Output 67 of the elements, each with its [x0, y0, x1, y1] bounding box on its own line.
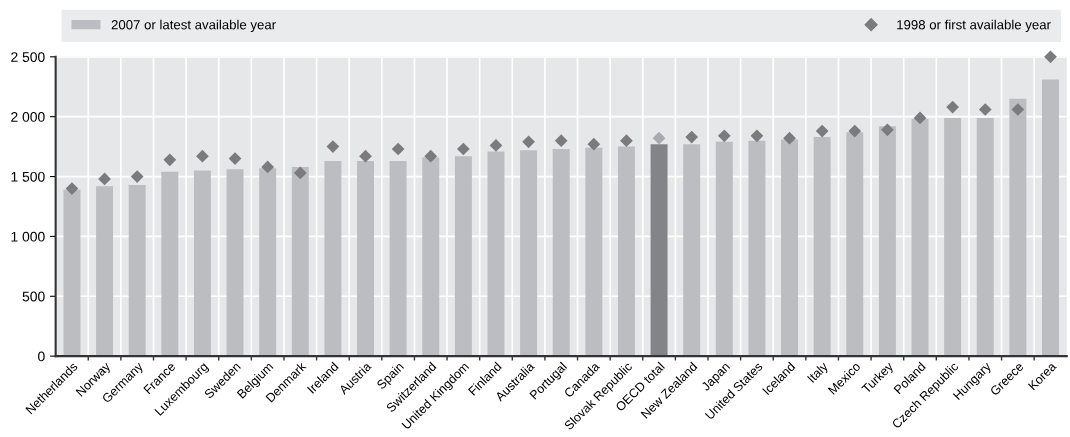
point	[130, 170, 144, 183]
point	[913, 111, 927, 125]
bar	[585, 147, 603, 357]
point	[554, 134, 568, 147]
bar	[911, 119, 929, 357]
bar	[226, 169, 244, 357]
point	[685, 130, 699, 144]
bar	[1042, 79, 1059, 357]
bar	[63, 189, 81, 357]
point	[1011, 103, 1025, 116]
point	[750, 129, 764, 143]
point	[652, 131, 666, 145]
bar	[324, 160, 342, 357]
point	[783, 131, 796, 145]
point	[359, 149, 372, 163]
bar	[944, 117, 962, 357]
point	[587, 137, 601, 151]
bar	[552, 149, 570, 357]
bar	[454, 156, 472, 357]
bar	[617, 146, 635, 357]
y-tick-label: 2 500	[11, 52, 45, 62]
y-tick-label: 1 500	[11, 171, 45, 182]
legend-label: 2007 or latest available year	[111, 19, 276, 32]
bar	[878, 126, 896, 357]
bar	[259, 168, 277, 357]
point	[946, 100, 959, 114]
point	[424, 149, 438, 163]
bar	[487, 151, 505, 357]
bar	[291, 166, 309, 357]
y-tick-label: 0	[38, 351, 45, 362]
bar	[715, 141, 733, 357]
bar	[683, 144, 701, 357]
point	[978, 103, 992, 116]
point	[717, 129, 731, 143]
point	[815, 124, 829, 138]
x-tick-label: Italy	[806, 361, 831, 385]
point	[1044, 50, 1057, 64]
bar	[357, 160, 374, 357]
bar	[846, 132, 864, 357]
bar	[748, 140, 766, 357]
bar	[161, 171, 179, 357]
bar	[781, 139, 799, 357]
point	[163, 153, 177, 167]
point	[620, 134, 633, 147]
bar	[1009, 98, 1027, 357]
y-tick-label: 500	[22, 291, 45, 302]
bar	[96, 186, 114, 357]
bar	[650, 144, 668, 357]
point	[881, 123, 894, 137]
point	[848, 124, 862, 138]
point	[522, 135, 535, 149]
point	[457, 142, 470, 156]
point	[196, 149, 209, 163]
bar	[128, 184, 146, 357]
point	[326, 140, 340, 153]
legend-label: 1998 or first available year	[897, 19, 1051, 32]
y-tick-label: 1 000	[11, 231, 45, 242]
bar	[976, 117, 994, 357]
point	[293, 166, 307, 180]
bar	[193, 170, 211, 357]
y-tick-label: 2 000	[11, 112, 45, 122]
bar	[813, 137, 831, 357]
point	[261, 160, 275, 174]
bar	[422, 157, 440, 357]
point	[391, 142, 405, 156]
bar	[520, 150, 538, 357]
bar	[389, 160, 407, 357]
